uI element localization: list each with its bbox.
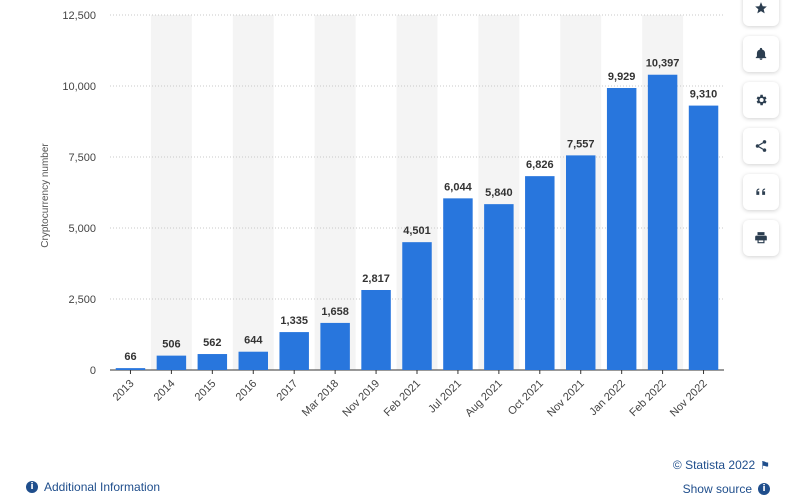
bar: [279, 332, 309, 370]
y-axis-title: Cryptocurrency number: [40, 143, 51, 248]
data-label: 6,826: [526, 159, 554, 171]
info-icon: i: [758, 483, 770, 495]
x-tick-label: Nov 2022: [668, 378, 710, 420]
data-label: 4,501: [403, 225, 431, 237]
data-label: 66: [124, 351, 136, 363]
y-tick-label: 12,500: [62, 10, 96, 22]
column-band: [232, 15, 274, 370]
data-label: 7,557: [567, 138, 595, 150]
y-tick-label: 7,500: [68, 152, 96, 164]
column-band: [314, 15, 356, 370]
bar: [647, 74, 678, 371]
x-tick-label: 2015: [193, 378, 219, 404]
bar: [320, 322, 350, 370]
x-tick-label: Nov 2019: [340, 378, 382, 420]
y-tick-label: 10,000: [62, 81, 96, 93]
bar: [402, 242, 432, 370]
gear-icon: [756, 94, 767, 106]
y-tick-label: 5,000: [68, 223, 96, 235]
print-icon: [755, 232, 767, 244]
bar: [361, 289, 391, 370]
data-label: 5,840: [485, 187, 513, 199]
cite-button[interactable]: [743, 174, 779, 210]
bar: [156, 355, 187, 370]
data-label: 2,817: [362, 273, 390, 285]
bar: [115, 368, 146, 370]
y-tick-label: 0: [90, 365, 96, 377]
copyright-label: © Statista 2022: [672, 458, 756, 472]
bar: [525, 176, 555, 370]
data-label: 9,310: [690, 89, 718, 101]
x-tick-label: Feb 2021: [382, 378, 423, 419]
data-label: 9,929: [608, 71, 636, 83]
bar: [238, 351, 269, 370]
bar: [565, 155, 596, 370]
star-icon: [755, 2, 767, 14]
data-label: 562: [203, 337, 221, 349]
bar: [484, 204, 514, 370]
x-tick-label: Jul 2021: [426, 378, 464, 416]
bar: [606, 88, 637, 370]
x-tick-label: 2017: [275, 378, 301, 404]
print-button[interactable]: [743, 220, 779, 256]
x-tick-label: 2013: [111, 378, 137, 404]
notification-button[interactable]: [743, 36, 779, 72]
bar: [688, 105, 719, 370]
data-label: 10,397: [646, 58, 680, 70]
x-tick-label: Jan 2022: [587, 378, 627, 418]
additional-information-link[interactable]: i Additional Information: [26, 480, 160, 494]
x-tick-label: 2014: [152, 378, 178, 404]
bell-icon: [755, 47, 767, 60]
x-tick-label: Feb 2022: [627, 378, 668, 419]
x-tick-label: Oct 2021: [506, 378, 546, 418]
data-label: 506: [162, 339, 180, 351]
x-tick-label: 2016: [234, 378, 260, 404]
additional-information-label: Additional Information: [44, 480, 161, 494]
flag-icon: ⚑: [760, 459, 770, 472]
show-source-label: Show source: [682, 482, 752, 496]
toolbar: [743, 0, 779, 266]
quote-icon: [756, 188, 766, 195]
x-tick-label: Aug 2021: [463, 378, 505, 420]
x-tick-label: Mar 2018: [300, 378, 341, 419]
share-icon: [755, 140, 767, 152]
column-band: [150, 15, 192, 370]
data-label: 1,658: [321, 306, 349, 318]
share-button[interactable]: [743, 128, 779, 164]
show-source-link[interactable]: Show source i: [683, 482, 770, 496]
y-tick-label: 2,500: [68, 294, 96, 306]
bar: [197, 354, 228, 370]
data-label: 6,044: [444, 181, 472, 193]
data-label: 644: [244, 335, 263, 347]
x-tick-label: Nov 2021: [545, 378, 587, 420]
info-icon: i: [26, 481, 38, 493]
data-label: 1,335: [280, 315, 308, 327]
bar: [443, 198, 473, 370]
favorite-button[interactable]: [743, 0, 779, 26]
settings-button[interactable]: [743, 82, 779, 118]
statista-copyright[interactable]: © Statista 2022 ⚑: [673, 458, 770, 472]
